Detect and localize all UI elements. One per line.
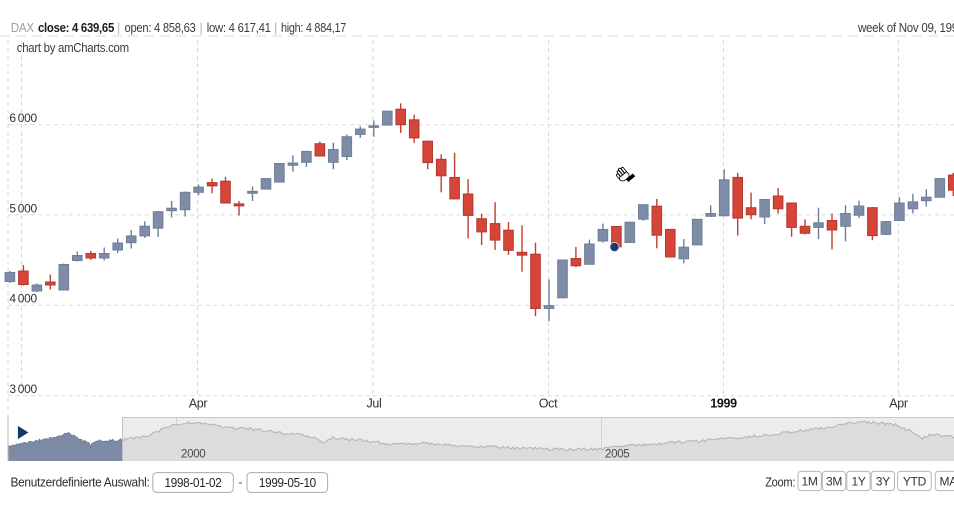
svg-text:week of Nov 09, 1998: week of Nov 09, 1998 bbox=[857, 21, 954, 35]
svg-text:close: 4 639,65: close: 4 639,65 bbox=[38, 21, 114, 35]
svg-text:Zoom:: Zoom: bbox=[765, 476, 795, 490]
svg-text:2000: 2000 bbox=[181, 449, 205, 461]
svg-text:MAX: MAX bbox=[940, 475, 954, 489]
svg-text:Jul: Jul bbox=[366, 397, 381, 411]
svg-text:4 000: 4 000 bbox=[9, 292, 37, 306]
svg-text:-: - bbox=[238, 476, 242, 490]
svg-text:3M: 3M bbox=[826, 475, 842, 489]
svg-text:1M: 1M bbox=[802, 475, 818, 489]
svg-text:Benutzerdefinierte Auswahl:: Benutzerdefinierte Auswahl: bbox=[11, 476, 150, 490]
svg-text:Oct: Oct bbox=[539, 397, 558, 411]
svg-text:6 000: 6 000 bbox=[9, 111, 37, 125]
svg-text:1999-05-10: 1999-05-10 bbox=[259, 476, 316, 490]
svg-text:1999: 1999 bbox=[710, 397, 737, 411]
svg-text:1Y: 1Y bbox=[851, 475, 865, 489]
svg-text:Apr: Apr bbox=[889, 397, 908, 411]
svg-text:high: 4 884,17: high: 4 884,17 bbox=[281, 21, 346, 35]
svg-text:open: 4 858,63: open: 4 858,63 bbox=[125, 21, 196, 35]
svg-text:DAX: DAX bbox=[11, 21, 35, 35]
svg-text:|: | bbox=[117, 21, 120, 35]
svg-text:5 000: 5 000 bbox=[9, 201, 37, 215]
svg-text:YTD: YTD bbox=[903, 475, 927, 489]
svg-text:low: 4 617,41: low: 4 617,41 bbox=[207, 21, 271, 35]
svg-text:1998-01-02: 1998-01-02 bbox=[165, 476, 222, 490]
svg-text:2005: 2005 bbox=[605, 449, 629, 461]
svg-text:|: | bbox=[274, 21, 277, 35]
svg-text:Apr: Apr bbox=[189, 397, 208, 411]
svg-text:3Y: 3Y bbox=[876, 475, 890, 489]
svg-text:|: | bbox=[200, 21, 203, 35]
svg-text:3 000: 3 000 bbox=[9, 382, 37, 396]
svg-text:chart by amCharts.com: chart by amCharts.com bbox=[17, 41, 129, 55]
